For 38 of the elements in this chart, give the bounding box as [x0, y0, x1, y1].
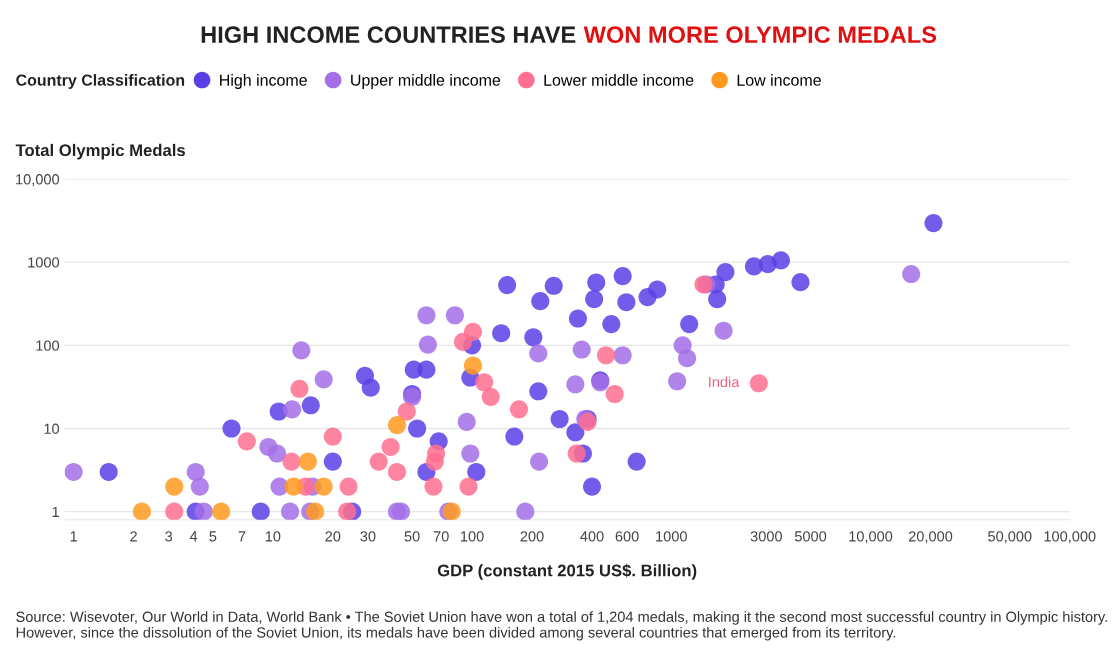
chart-subtitle: WON MORE OLYMPIC MEDALS: [583, 26, 937, 44]
x-axis-title: GDP (constant 2015 US$. Billion): [437, 563, 697, 580]
y-tick-label: 10: [44, 423, 60, 434]
x-tick-label: 1: [70, 531, 77, 542]
x-tick-label: 5000: [794, 531, 827, 542]
x-tick-label: 5: [209, 531, 217, 542]
x-tick-label: 600: [615, 531, 639, 542]
x-tick-label: 10,000: [849, 531, 893, 544]
legend-title: Country Classification: [16, 74, 185, 89]
x-tick-label: 100: [461, 531, 484, 542]
x-tick-label: 50: [404, 531, 420, 542]
x-tick-label: 3000: [750, 531, 782, 542]
x-tick-label: 1000: [656, 531, 687, 542]
y-tick-label: 1: [52, 506, 59, 517]
x-tick-label: 2: [130, 531, 137, 542]
x-tick-label: 200: [520, 531, 544, 542]
legend-label: High income: [220, 74, 307, 89]
legend-label: Low income: [737, 74, 821, 86]
y-axis-title: Total Olympic Medals: [15, 143, 185, 160]
x-tick-label: 3: [165, 531, 173, 542]
y-tick-label: 1000: [28, 257, 60, 268]
x-tick-label: 50,000: [988, 531, 1032, 544]
x-tick-label: 4: [189, 531, 198, 542]
x-tick-label: 400: [580, 531, 604, 542]
chart-title: HIGH INCOME COUNTRIES HAVE: [201, 26, 576, 44]
y-tick-label: 10,000: [16, 174, 60, 187]
source-note: Source: Wisevoter, Our World in Data, World Bank • The Soviet Union have won a total of 1,204 medals, making it the second most successful country in Olympic history. However, since the dissolution of the Soviet Union, its medals have been divided among several countries that emerged from its territory.: [16, 611, 1107, 641]
x-tick-label: 70: [433, 531, 449, 542]
y-tick-label: 100: [36, 340, 60, 351]
x-tick-label: 7: [238, 531, 246, 542]
x-tick-label: 10: [265, 531, 281, 542]
x-tick-label: 100,000: [1044, 531, 1096, 544]
x-tick-label: 20,000: [908, 531, 953, 544]
legend-label: Lower middle income: [544, 74, 694, 86]
x-tick-label: 20: [325, 531, 341, 542]
legend-label: Upper middle income: [351, 74, 501, 89]
annotation: India: [709, 376, 740, 388]
x-tick-label: 30: [360, 531, 376, 542]
